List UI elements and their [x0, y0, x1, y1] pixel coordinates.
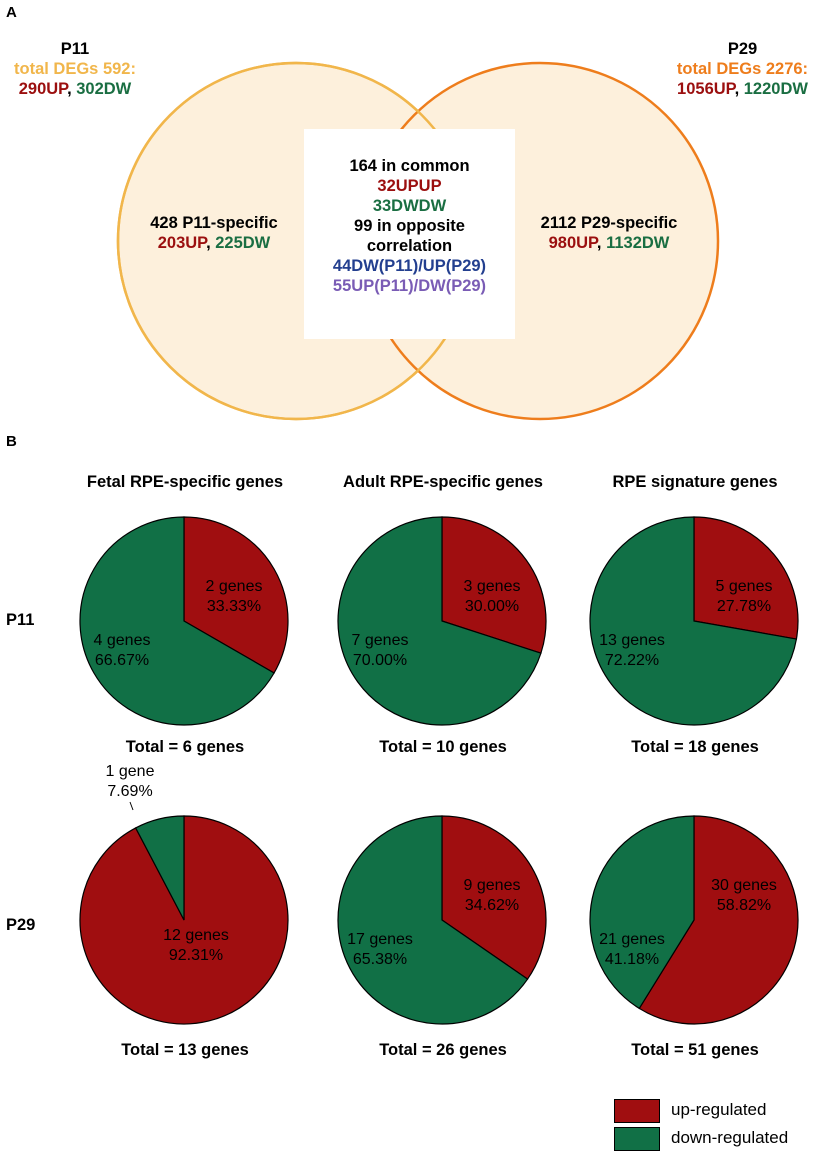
pie-slice-down	[589, 516, 798, 726]
pie-slice-down	[337, 815, 529, 1025]
p11-header: P11 total DEGs 592: 290UP, 302DW	[0, 39, 150, 99]
pie-data-label: 1 gene	[106, 763, 155, 780]
p11-title: P11	[60, 40, 90, 58]
pie-data-label: 12 genes	[163, 927, 229, 944]
p11-dw: 302DW	[76, 80, 132, 98]
venn-common-box	[304, 129, 515, 339]
pie-data-label: 2 genes	[206, 578, 263, 595]
pie-total: Total = 13 genes	[121, 1041, 249, 1059]
pie-slice-up	[441, 516, 547, 654]
pie-data-label: 4 genes	[94, 632, 151, 649]
pie-total: Total = 26 genes	[379, 1041, 507, 1059]
pie-slice-down	[589, 815, 695, 1010]
pie-slice-up	[693, 516, 799, 640]
pie-data-label: 13 genes	[599, 632, 665, 649]
legend-swatch-up	[614, 1099, 660, 1123]
pie-data-label: 7.69%	[107, 783, 152, 800]
pie-data-label: 72.22%	[605, 652, 659, 669]
pie-total: Total = 10 genes	[379, 738, 507, 756]
pie-data-label: 65.38%	[353, 951, 407, 968]
pie-total: Total = 6 genes	[125, 738, 245, 756]
pie-slice-down	[79, 516, 275, 726]
panel-b-letter: B	[6, 433, 17, 450]
column-title-adult: Adult RPE-specific genes	[343, 473, 543, 491]
pie-data-label: 41.18%	[605, 951, 659, 968]
p11-total: total DEGs 592:	[14, 60, 136, 78]
p11-specific: 428 P11-specific 203UP, 225DW	[124, 213, 304, 253]
pie-slice-up	[441, 815, 547, 980]
row-label-p11: P11	[6, 611, 35, 629]
venn-diagram	[116, 61, 720, 421]
p29-dw: 1220DW	[743, 80, 808, 98]
common-section: 164 in common 32UPUP 33DWDW 99 in opposi…	[332, 157, 487, 295]
pie-data-label: 27.78%	[717, 598, 771, 615]
column-title-signature: RPE signature genes	[612, 473, 778, 491]
pie-data-label: 33.33%	[207, 598, 261, 615]
pie-data-label: 5 genes	[716, 578, 773, 595]
pie-data-label: 30 genes	[711, 877, 777, 894]
pie-data-label: 92.31%	[169, 947, 223, 964]
pie-leader-line	[129, 801, 134, 811]
p29-title: P29	[727, 40, 758, 58]
pie-slice-up	[638, 815, 799, 1025]
p29-specific: 2112 P29-specific 980UP, 1132DW	[514, 213, 704, 253]
p29-total: total DEGs 2276:	[676, 60, 809, 78]
pie-total: Total = 51 genes	[631, 1041, 759, 1059]
p29-specific-label: 2112 P29-specific	[540, 214, 678, 232]
legend-swatch-down	[614, 1127, 660, 1151]
pie-slice-down	[337, 516, 542, 726]
pie-slice-down	[134, 815, 185, 921]
pie-data-label: 17 genes	[347, 931, 413, 948]
pie-data-label: 30.00%	[465, 598, 519, 615]
pie-data-label: 70.00%	[353, 652, 407, 669]
p11-up: 290UP	[18, 80, 68, 98]
pie-data-label: 66.67%	[95, 652, 149, 669]
pie-slice-up	[183, 516, 289, 674]
column-title-fetal: Fetal RPE-specific genes	[86, 473, 284, 491]
row-label-p29: P29	[6, 916, 36, 934]
p29-up: 1056UP	[677, 80, 735, 98]
pie-data-label: 58.82%	[717, 897, 771, 914]
panel-a-letter: A	[6, 4, 17, 21]
pie-data-label: 21 genes	[599, 931, 665, 948]
legend-label-up: up-regulated	[671, 1100, 767, 1119]
p29-header: P29 total DEGs 2276: 1056UP, 1220DW	[664, 39, 821, 99]
pie-data-label: 34.62%	[465, 897, 519, 914]
p11-specific-label: 428 P11-specific	[150, 214, 278, 232]
pie-data-label: 3 genes	[464, 578, 521, 595]
legend-label-down: down-regulated	[671, 1128, 789, 1147]
pie-data-label: 9 genes	[464, 877, 521, 894]
pie-data-label: 7 genes	[352, 632, 409, 649]
pie-total: Total = 18 genes	[631, 738, 759, 756]
